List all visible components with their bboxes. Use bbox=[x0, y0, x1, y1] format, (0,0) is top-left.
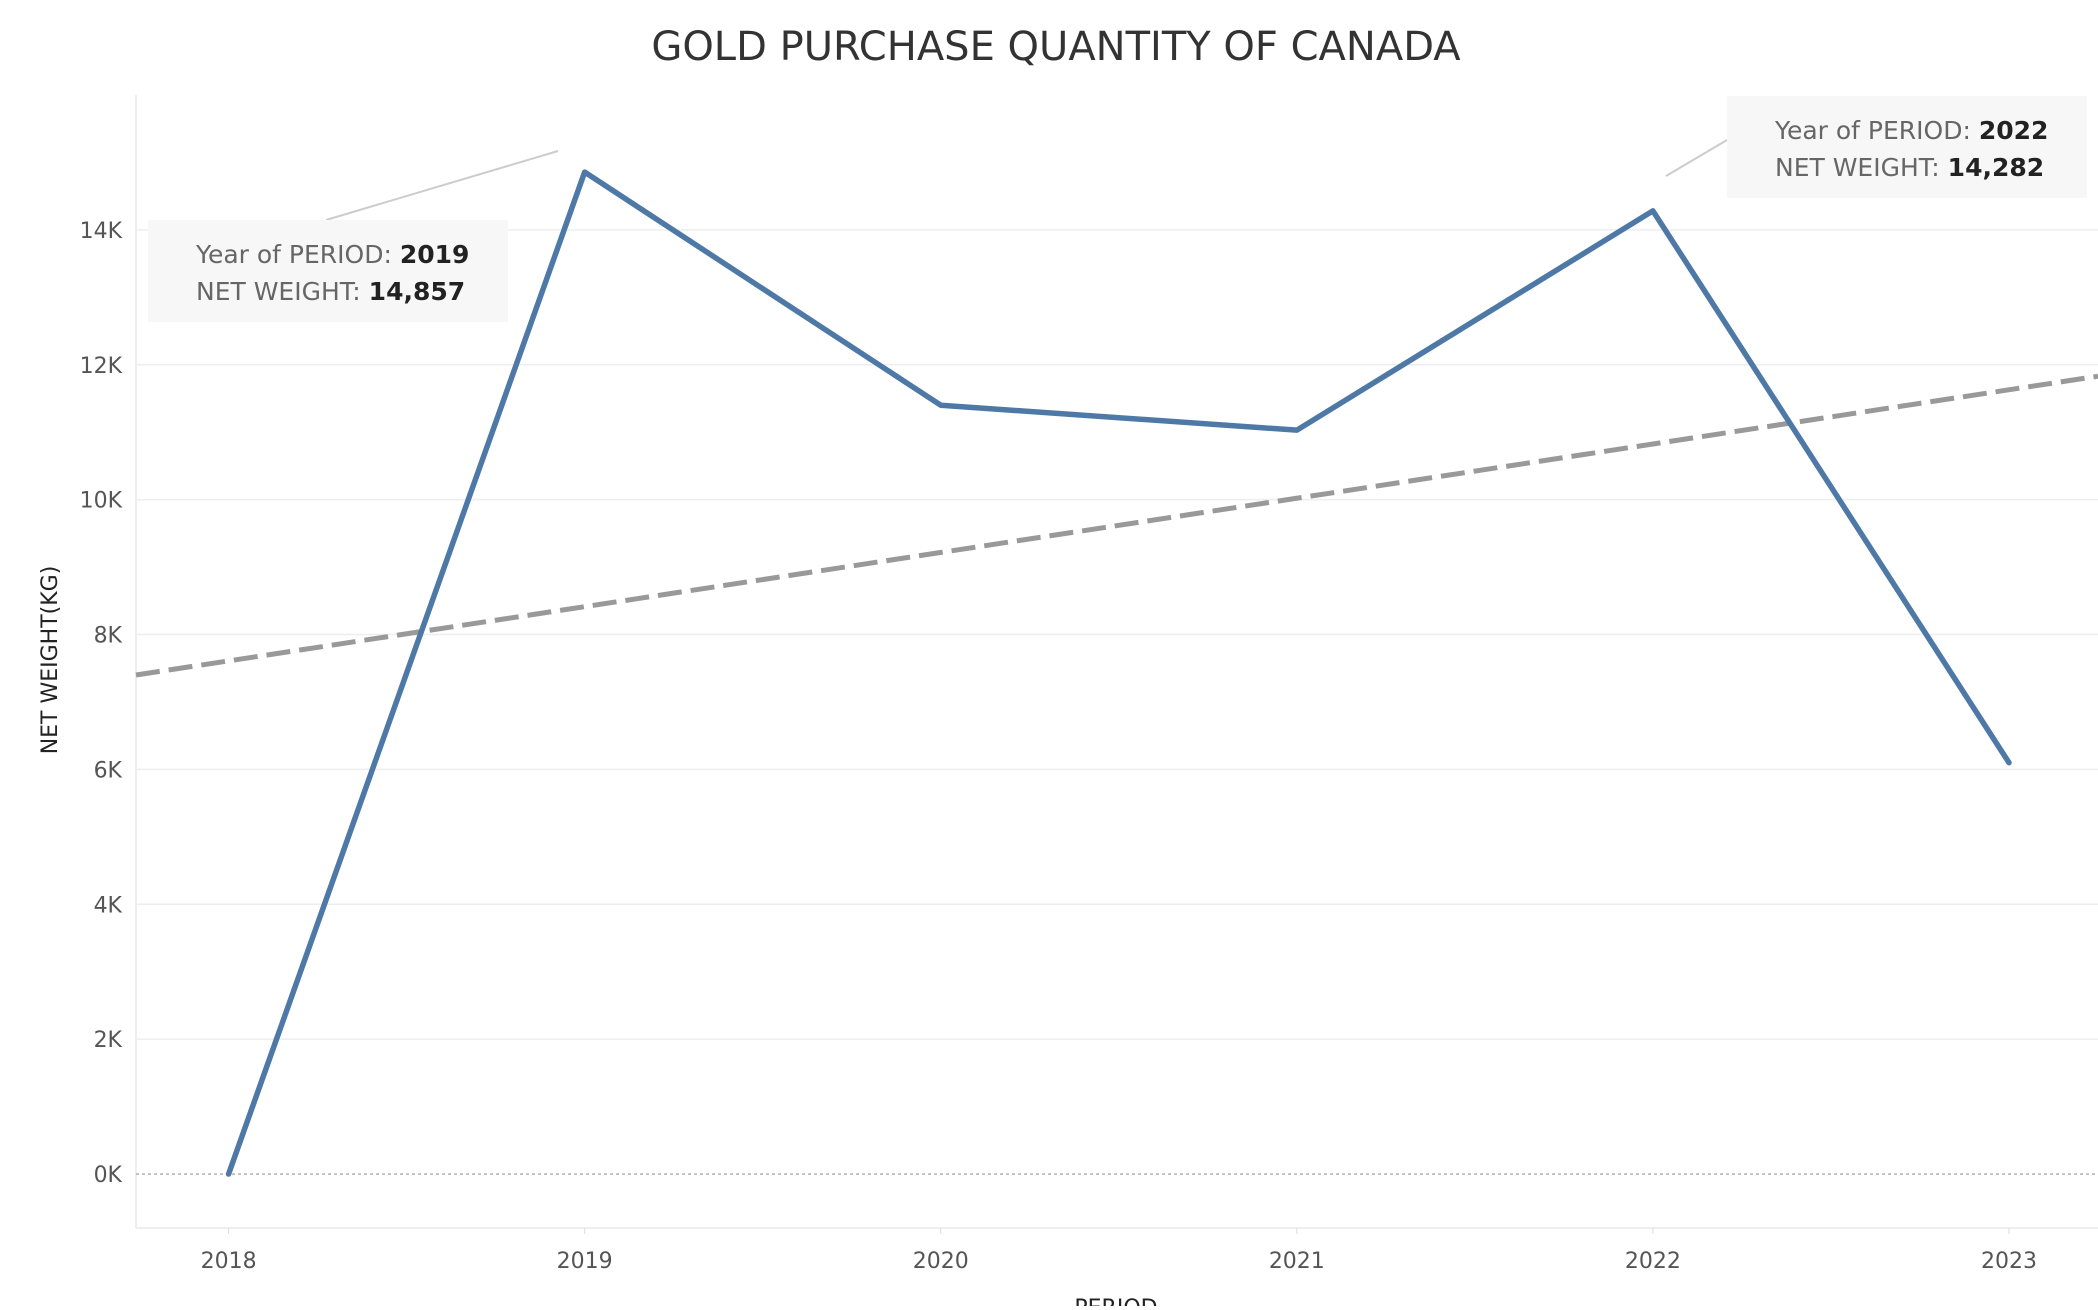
tooltip-field-label: NET WEIGHT: bbox=[1775, 153, 1948, 182]
data-point bbox=[2006, 760, 2012, 766]
tooltip-field-value: 14,857 bbox=[369, 277, 465, 306]
x-tick-label: 2020 bbox=[913, 1249, 969, 1274]
tooltip-field-label: Year of PERIOD: bbox=[1774, 116, 1979, 145]
y-tick-label: 6K bbox=[94, 758, 123, 783]
annotation-box bbox=[148, 220, 508, 322]
y-tick-label: 8K bbox=[94, 624, 123, 649]
data-point bbox=[1294, 427, 1300, 433]
y-tick-label: 14K bbox=[80, 219, 123, 244]
y-tick-label: 0K bbox=[94, 1163, 123, 1188]
y-tick-label: 4K bbox=[94, 893, 123, 918]
y-axis-label: NET WEIGHT(KG) bbox=[38, 566, 63, 755]
y-axis-ticks: 0K 2K 4K 6K 8K 10K 12K 14K bbox=[80, 219, 123, 1188]
x-tick-label: 2023 bbox=[1981, 1249, 2037, 1274]
y-tick-label: 12K bbox=[80, 354, 123, 379]
annotation-box bbox=[1727, 96, 2087, 198]
chart-title: GOLD PURCHASE QUANTITY OF CANADA bbox=[651, 24, 1461, 70]
x-tick-label: 2021 bbox=[1269, 1249, 1325, 1274]
trend-line bbox=[135, 373, 2098, 678]
x-tick-label: 2022 bbox=[1625, 1249, 1681, 1274]
tooltip-line: Year of PERIOD: 2019 bbox=[195, 240, 469, 269]
tooltip-line: NET WEIGHT: 14,282 bbox=[1775, 153, 2044, 182]
tooltip-field-value: 2019 bbox=[400, 240, 470, 269]
tooltip-field-value: 14,282 bbox=[1948, 153, 2044, 182]
annotation-connector bbox=[325, 150, 559, 221]
tooltip-field-label: NET WEIGHT: bbox=[196, 277, 369, 306]
tooltip-field-value: 2022 bbox=[1979, 116, 2049, 145]
data-point bbox=[226, 1171, 232, 1177]
x-tick-label: 2018 bbox=[201, 1249, 257, 1274]
x-axis-ticks: 2018 2019 2020 2021 2022 2023 bbox=[201, 1228, 2037, 1274]
tooltip-field-label: Year of PERIOD: bbox=[195, 240, 400, 269]
series-layer bbox=[225, 169, 2012, 1177]
tooltip-line: NET WEIGHT: 14,857 bbox=[196, 277, 465, 306]
annotation-tooltip: Year of PERIOD: 2019 NET WEIGHT: 14,857 bbox=[148, 150, 559, 322]
y-tick-label: 2K bbox=[94, 1028, 123, 1053]
x-axis-label: PERIOD bbox=[1074, 1296, 1157, 1306]
series-line bbox=[225, 169, 2012, 1177]
data-point bbox=[582, 169, 588, 175]
data-point bbox=[1650, 208, 1656, 214]
annotation-tooltip: Year of PERIOD: 2022 NET WEIGHT: 14,282 bbox=[1665, 96, 2087, 198]
y-tick-label: 10K bbox=[80, 489, 123, 514]
trend-layer bbox=[135, 373, 2098, 678]
data-point bbox=[938, 402, 944, 408]
annotation-connector bbox=[1665, 139, 1728, 177]
tooltip-line: Year of PERIOD: 2022 bbox=[1774, 116, 2048, 145]
x-tick-label: 2019 bbox=[557, 1249, 613, 1274]
